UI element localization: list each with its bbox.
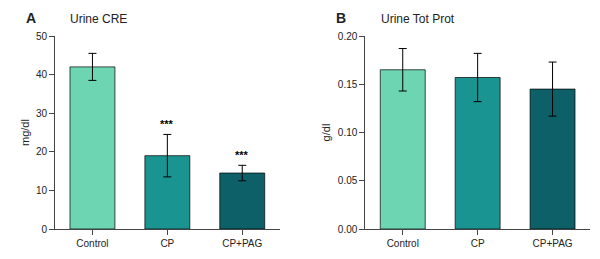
svg-text:CP: CP xyxy=(160,238,174,249)
svg-text:Control: Control xyxy=(76,238,108,249)
svg-text:CP+PAG: CP+PAG xyxy=(532,238,572,249)
svg-text:g/dl: g/dl xyxy=(320,124,332,142)
svg-text:20: 20 xyxy=(36,146,48,157)
svg-text:***: *** xyxy=(160,118,174,130)
svg-text:B: B xyxy=(336,10,346,26)
svg-text:0.05: 0.05 xyxy=(338,175,358,186)
svg-text:10: 10 xyxy=(36,185,48,196)
svg-text:A: A xyxy=(26,10,36,26)
svg-text:0.20: 0.20 xyxy=(338,31,358,42)
svg-text:mg/dl: mg/dl xyxy=(19,119,31,146)
svg-text:***: *** xyxy=(235,149,249,161)
svg-text:30: 30 xyxy=(36,108,48,119)
svg-text:50: 50 xyxy=(36,31,48,42)
svg-text:0: 0 xyxy=(41,224,47,235)
svg-text:CP+PAG: CP+PAG xyxy=(222,238,262,249)
svg-text:0.15: 0.15 xyxy=(338,79,358,90)
svg-text:0.00: 0.00 xyxy=(338,224,358,235)
svg-text:CP: CP xyxy=(471,238,485,249)
svg-text:40: 40 xyxy=(36,69,48,80)
svg-text:Control: Control xyxy=(387,238,419,249)
svg-text:Urine Tot Prot: Urine Tot Prot xyxy=(381,12,455,26)
svg-text:0.10: 0.10 xyxy=(338,127,358,138)
svg-text:Urine CRE: Urine CRE xyxy=(70,12,127,26)
